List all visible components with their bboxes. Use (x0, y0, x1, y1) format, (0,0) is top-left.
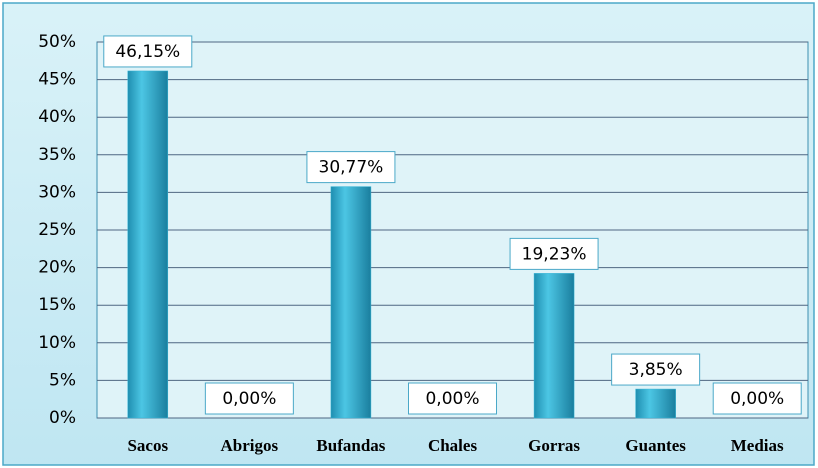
value-label-box (306, 151, 396, 184)
x-tick-label: Chales (428, 436, 478, 455)
x-tick-label: Gorras (528, 436, 580, 455)
value-label: 30,77% (319, 158, 384, 178)
y-tick-label: 30% (38, 182, 76, 202)
x-tick-label: Bufandas (316, 436, 385, 455)
value-label: 46,15% (115, 42, 180, 62)
y-tick-label: 40% (38, 107, 76, 127)
value-label-box (611, 353, 701, 386)
y-tick-label: 25% (38, 220, 76, 240)
value-label: 0,00% (222, 389, 276, 409)
x-tick-label: Abrigos (221, 436, 279, 455)
y-tick-label: 15% (38, 295, 76, 315)
x-tick-label: Medias (731, 436, 784, 455)
value-label: 0,00% (425, 389, 479, 409)
value-label: 19,23% (522, 244, 587, 264)
value-label-box (204, 382, 294, 415)
value-label-box (103, 35, 193, 68)
y-tick-label: 50% (38, 32, 76, 52)
value-label: 0,00% (730, 389, 784, 409)
y-tick-label: 5% (49, 370, 76, 390)
bar (533, 273, 575, 419)
value-label: 3,85% (629, 360, 683, 380)
x-tick-label: Sacos (127, 436, 168, 455)
bar (635, 388, 676, 419)
value-label-box (408, 382, 497, 415)
y-tick-label: 10% (38, 333, 76, 353)
bar (330, 186, 372, 419)
y-tick-label: 35% (38, 145, 76, 165)
value-label-box (712, 382, 802, 415)
bar (127, 70, 169, 419)
value-label-box (509, 237, 599, 270)
x-tick-label: Guantes (625, 436, 686, 455)
y-tick-label: 45% (38, 70, 76, 90)
y-tick-label: 0% (49, 408, 76, 428)
y-tick-label: 20% (38, 258, 76, 278)
